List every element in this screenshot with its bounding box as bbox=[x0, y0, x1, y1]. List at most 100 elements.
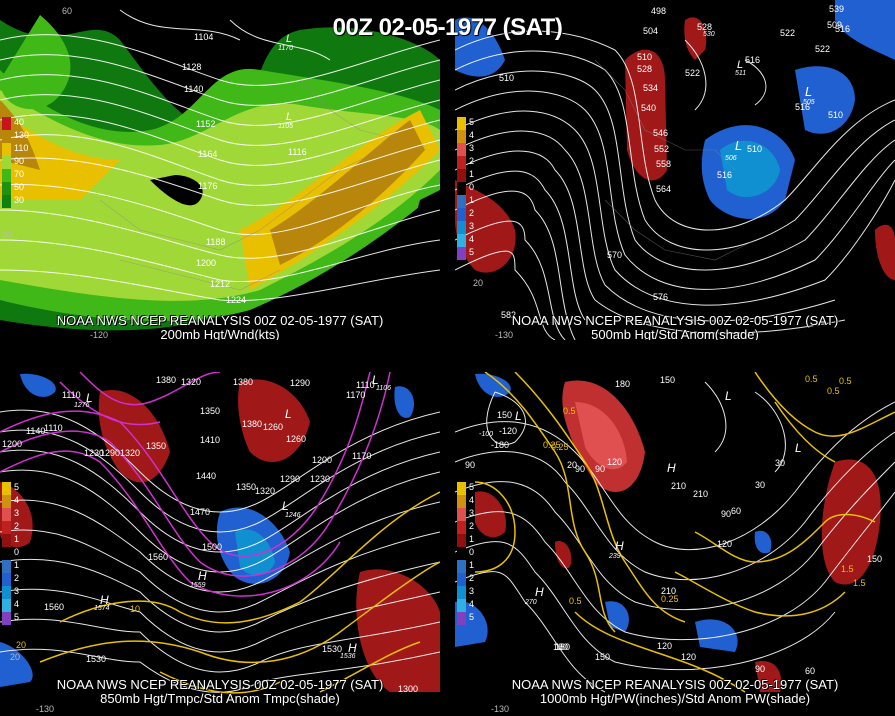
low-pressure-marker: L bbox=[735, 138, 742, 153]
contour-label: 1110 bbox=[44, 423, 63, 433]
legend-label: 1 bbox=[469, 195, 475, 205]
legend-label: 4 bbox=[469, 495, 475, 505]
legend-label: 2 bbox=[14, 573, 20, 583]
panel-200mb-height-wind: 1104 1128 1140 1152 1164 1176 1188 1200 … bbox=[0, 0, 440, 340]
contour-label: 0.25 bbox=[543, 440, 561, 450]
edge-label: -130 bbox=[491, 704, 509, 712]
contour-label: 504 bbox=[643, 26, 658, 36]
panel-1000mb-height-precipitable-water: 180 150 0.5 0.5 0.5 -120 -180 150 0.25 9… bbox=[455, 372, 895, 712]
contour-label: 1470 bbox=[190, 507, 210, 517]
contour-label: 510 bbox=[499, 73, 514, 83]
legend-swatch: 130 bbox=[2, 130, 29, 143]
contour-label: 1246 bbox=[285, 512, 301, 519]
caption-field: 500mb Hgt/Std Anom(shade) bbox=[591, 327, 759, 341]
legend-label: 0 bbox=[14, 547, 20, 557]
contour-label: 522 bbox=[815, 44, 830, 54]
low-pressure-marker: L bbox=[795, 441, 802, 455]
contour-label: 30 bbox=[775, 458, 785, 468]
legend-label: 2 bbox=[469, 521, 475, 531]
legend-swatch: 1 bbox=[457, 195, 474, 208]
legend-label: 3 bbox=[469, 221, 475, 231]
contour-label: 498 bbox=[651, 6, 666, 16]
panel-caption: NOAA NWS NCEP REANALYSIS 00Z 02-05-1977 … bbox=[0, 314, 440, 341]
contour-label: 1164 bbox=[198, 149, 217, 159]
contour-label: 180 bbox=[553, 642, 568, 652]
contour-label: 1104 bbox=[194, 32, 213, 42]
contour-label: 552 bbox=[654, 144, 669, 154]
legend-swatch: 2 bbox=[457, 156, 474, 169]
legend-label: 30 bbox=[14, 195, 25, 205]
map-title: 00Z 02-05-1977 (SAT) bbox=[332, 14, 563, 41]
contour-label: 1200 bbox=[2, 439, 22, 449]
caption-source: NOAA NWS NCEP REANALYSIS 00Z 02-05-1977 … bbox=[511, 677, 839, 692]
legend-label: 5 bbox=[469, 117, 475, 127]
contour-labels-200mb: 1104 1128 1140 1152 1164 1176 1188 1200 … bbox=[182, 32, 307, 305]
legend-swatch: 1 bbox=[457, 560, 474, 573]
panel-caption: NOAA NWS NCEP REANALYSIS 00Z 02-05-1977 … bbox=[455, 314, 895, 341]
legend-label: 3 bbox=[469, 143, 475, 153]
caption-field: 850mb Hgt/Tmpc/Std Anom Tmpc(shade) bbox=[100, 691, 340, 706]
contour-label: 120 bbox=[657, 641, 672, 651]
low-pressure-marker: L bbox=[285, 407, 292, 421]
legend-swatch: 40 bbox=[2, 117, 24, 130]
legend-swatch: 2 bbox=[457, 573, 474, 586]
legend-swatch: 3 bbox=[457, 221, 474, 234]
contour-label: 1170 bbox=[346, 390, 365, 400]
contour-label: 90 bbox=[595, 464, 605, 474]
legend-label: 90 bbox=[14, 156, 25, 166]
low-pressure-marker: L bbox=[282, 499, 289, 513]
legend-swatch: 0 bbox=[2, 547, 19, 560]
contour-label: 30 bbox=[755, 480, 765, 490]
contour-label: 1290 bbox=[290, 378, 310, 388]
contour-label: 120 bbox=[681, 652, 696, 662]
contour-label: 1170 bbox=[278, 45, 293, 52]
contour-label: 1212 bbox=[210, 279, 230, 289]
contour-label: 1290 bbox=[280, 474, 300, 484]
contour-label: 210 bbox=[661, 586, 676, 596]
contour-label: 1224 bbox=[226, 295, 246, 305]
contour-label: 1.5 bbox=[853, 578, 866, 588]
edge-label: 20 bbox=[10, 652, 20, 662]
contour-label: 180 bbox=[555, 642, 570, 652]
contour-label: 120 bbox=[717, 539, 732, 549]
legend-swatch: 50 bbox=[2, 182, 24, 195]
contour-label: 546 bbox=[653, 128, 668, 138]
legend-swatch: 1 bbox=[457, 534, 474, 547]
contour-label: 1350 bbox=[146, 441, 166, 451]
legend-swatch: 2 bbox=[2, 573, 19, 586]
legend-swatch: 5 bbox=[457, 117, 474, 130]
contour-label: 516 bbox=[717, 170, 732, 180]
contour-label: 1560 bbox=[148, 552, 168, 562]
contour-label: 1410 bbox=[200, 435, 220, 445]
high-pressure-marker: H bbox=[615, 539, 624, 553]
legend-label: 130 bbox=[14, 130, 30, 140]
contour-label: 20 bbox=[567, 460, 577, 470]
legend-swatch: 5 bbox=[457, 247, 474, 260]
contour-label: 270 bbox=[524, 599, 537, 606]
legend-label: 5 bbox=[14, 612, 20, 622]
low-pressure-marker: L bbox=[805, 84, 812, 99]
contour-label: 1230 bbox=[310, 474, 330, 484]
legend-swatch: 5 bbox=[457, 482, 474, 495]
legend-label: 5 bbox=[469, 482, 475, 492]
contour-label: 510 bbox=[747, 144, 762, 154]
contour-labels-850mb: 1380 1320 1380 1290 1110 1110 1170 1200 … bbox=[2, 373, 418, 694]
legend-swatch: 3 bbox=[2, 586, 19, 599]
contour-label: 522 bbox=[780, 28, 795, 38]
contour-label: 1536 bbox=[340, 653, 356, 660]
contour-label: 1440 bbox=[196, 471, 216, 481]
legend-label: 0 bbox=[469, 182, 475, 192]
contour-label: 1110 bbox=[62, 390, 81, 400]
legend-label: 3 bbox=[14, 508, 20, 518]
contour-label: 1200 bbox=[312, 455, 332, 465]
legend-label: 5 bbox=[469, 247, 475, 257]
contour-label: 239 bbox=[608, 553, 621, 560]
contour-label: 570 bbox=[607, 250, 622, 260]
contour-label: 1574 bbox=[94, 605, 110, 612]
caption-source: NOAA NWS NCEP REANALYSIS 00Z 02-05-1977 … bbox=[56, 677, 384, 692]
contour-labels-1000mb: 180 150 0.5 0.5 0.5 -120 -180 150 0.25 9… bbox=[465, 374, 882, 676]
contour-label: 558 bbox=[656, 159, 671, 169]
contour-label: 90 bbox=[575, 464, 585, 474]
contour-label: 522 bbox=[685, 68, 700, 78]
contour-label: 150 bbox=[660, 375, 675, 385]
